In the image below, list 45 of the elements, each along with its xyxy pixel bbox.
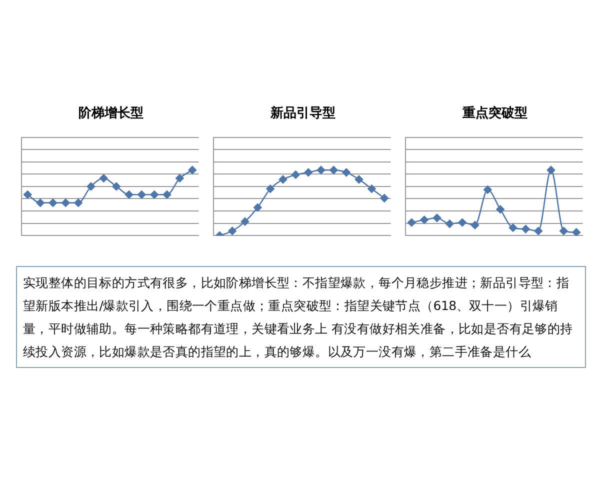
point bbox=[124, 190, 134, 199]
point bbox=[62, 198, 70, 207]
point bbox=[458, 218, 466, 227]
point bbox=[292, 170, 300, 179]
point bbox=[176, 174, 184, 182]
point bbox=[316, 166, 326, 174]
point bbox=[74, 198, 82, 207]
chart-title: 新品引导型 bbox=[270, 104, 336, 122]
point bbox=[100, 174, 108, 182]
point bbox=[278, 175, 288, 184]
point bbox=[432, 214, 442, 222]
point bbox=[508, 224, 518, 232]
point bbox=[162, 190, 172, 199]
point bbox=[228, 226, 236, 236]
point bbox=[86, 182, 96, 191]
point bbox=[342, 168, 350, 177]
point bbox=[470, 220, 480, 230]
point bbox=[48, 198, 58, 207]
point bbox=[254, 203, 262, 212]
point bbox=[420, 216, 428, 224]
chart-title: 阶梯增长型 bbox=[78, 105, 144, 122]
point bbox=[304, 168, 312, 177]
point bbox=[572, 228, 581, 236]
point bbox=[368, 184, 376, 193]
point bbox=[354, 175, 364, 184]
point bbox=[496, 205, 504, 214]
point bbox=[446, 220, 454, 228]
point bbox=[36, 198, 44, 207]
chart-title: 重点突破型 bbox=[462, 104, 528, 122]
point bbox=[380, 194, 389, 202]
point bbox=[560, 226, 568, 236]
point bbox=[534, 226, 542, 236]
point bbox=[546, 166, 556, 174]
point bbox=[330, 166, 338, 174]
point bbox=[240, 217, 250, 226]
point bbox=[484, 186, 492, 194]
point bbox=[407, 218, 416, 227]
point bbox=[138, 190, 146, 199]
point bbox=[188, 166, 197, 174]
point bbox=[112, 182, 120, 191]
point bbox=[266, 184, 274, 193]
point bbox=[522, 224, 530, 234]
point bbox=[150, 190, 158, 199]
point bbox=[23, 190, 32, 199]
text: 实现整体的目标的方式有很多，比如阶梯增长型：不指望爆款，每个月稳步推进；新品引导型：指望新版本推出/爆款引入，围绕一个重点做；重点突破型：指望关键节点（618、双十一）引爆销量，平时做辅助。每一种策略都有道理，关键看业务上 有没有做好相关准备，比如是否有足够的持续投入资源，比如爆款是否真的指望的上，真的够爆。以及万一没有爆，第二手准备是什么 bbox=[23, 274, 574, 361]
